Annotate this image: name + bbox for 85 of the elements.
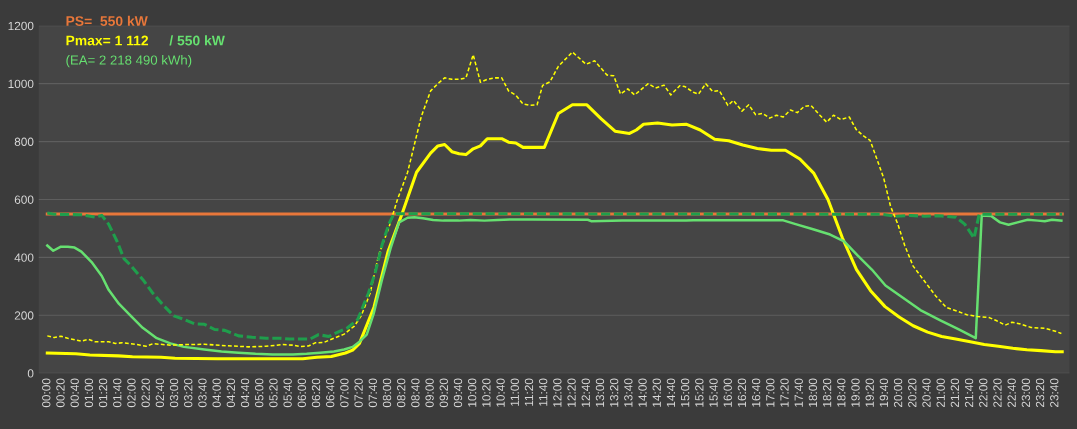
x-tick-label: 20:00	[893, 378, 903, 408]
x-tick-label: 11:40	[538, 378, 548, 406]
x-tick-label: 06:20	[311, 378, 321, 408]
x-tick-label: 02:20	[141, 378, 150, 408]
x-tick-label: 00:40	[70, 378, 79, 408]
text: / 550 kW	[169, 35, 225, 46]
y-tick-label: 200	[14, 311, 34, 320]
x-tick-label: 02:00	[127, 378, 136, 408]
x-tick-label: 18:40	[837, 378, 846, 407]
y-tick-label: 0	[27, 369, 34, 378]
x-tick-label: 12:20	[567, 378, 576, 407]
x-tick-label: 21:00	[936, 378, 945, 408]
x-tick-label: 13:00	[595, 378, 605, 407]
x-tick-label: 16:20	[737, 378, 747, 407]
x-tick-label: 06:00	[297, 378, 306, 408]
x-tick-label: 17:00	[766, 378, 775, 407]
x-tick-label: 03:40	[198, 378, 207, 408]
x-tick-label: 00:20	[56, 378, 65, 408]
x-tick-label: 09:40	[453, 378, 463, 408]
annotation: (EA= 2 218 490 kWh)	[66, 55, 192, 68]
x-tick-label: 22:00	[979, 378, 988, 408]
x-tick-label: 00:00	[42, 378, 51, 408]
x-tick-label: 13:20	[609, 378, 619, 407]
x-tick-label: 16:40	[751, 378, 761, 407]
x-tick-label: 14:20	[652, 378, 661, 407]
line-series	[45, 103, 1064, 361]
x-tick-label: 18:20	[822, 378, 832, 407]
text: Pmax= 1 112	[66, 35, 149, 46]
text: PS= 550 kW	[66, 15, 148, 26]
x-tick-label: 01:40	[113, 378, 122, 408]
x-tick-label: 20:20	[908, 378, 917, 408]
x-tick-label: 03:00	[169, 378, 179, 408]
x-tick-label: 15:20	[695, 378, 704, 407]
x-tick-label: 19:40	[879, 378, 889, 407]
x-tick-label: 17:40	[794, 378, 803, 407]
y-tick-label: 1000	[8, 79, 34, 89]
x-tick-label: 01:20	[98, 378, 108, 408]
x-tick-label: 13:40	[624, 378, 633, 407]
x-tick-label: 14:00	[638, 378, 647, 407]
x-tick-label: 19:00	[851, 378, 860, 407]
x-tick-label: 11:00	[510, 378, 519, 406]
x-tick-label: 12:00	[553, 378, 562, 407]
x-tick-label: 08:00	[382, 378, 392, 408]
x-tick-label: 04:00	[212, 378, 221, 408]
x-tick-label: 12:40	[581, 378, 590, 407]
x-tick-label: 05:00	[255, 378, 264, 408]
x-tick-label: 08:20	[397, 378, 406, 408]
x-tick-label: 21:40	[964, 378, 974, 408]
x-tick-label: 09:00	[425, 378, 434, 408]
x-tick-label: 14:40	[666, 378, 676, 407]
x-tick-label: 05:20	[269, 378, 278, 408]
y-tick-label: 1200	[8, 21, 34, 31]
x-tick-label: 10:20	[482, 378, 491, 407]
x-tick-label: 07:40	[368, 378, 377, 408]
x-tick-label: 10:40	[496, 378, 505, 407]
x-tick-label: 07:20	[354, 378, 363, 408]
x-tick-label: 06:40	[326, 378, 335, 408]
x-tick-label: 19:20	[865, 378, 874, 407]
x-tick-label: 21:20	[950, 378, 960, 408]
y-tick-label: 800	[14, 137, 34, 146]
x-tick-label: 10:00	[468, 378, 477, 407]
x-tick-label: 08:40	[411, 378, 420, 408]
x-tick-label: 07:00	[340, 378, 349, 408]
x-tick-label: 20:40	[922, 378, 931, 408]
x-tick-label: 23:20	[1035, 378, 1045, 408]
x-tick-label: 15:00	[680, 378, 690, 407]
x-tick-label: 03:20	[184, 378, 193, 408]
x-tick-label: 02:40	[155, 378, 165, 408]
x-tick-label: 18:00	[808, 378, 818, 407]
y-tick-label: 600	[14, 195, 34, 204]
x-tick-label: 23:40	[1050, 378, 1059, 408]
x-tick-label: 11:20	[524, 378, 534, 406]
x-tick-label: 17:20	[780, 378, 789, 407]
line-series	[46, 51, 1063, 348]
x-tick-label: 23:00	[1021, 378, 1031, 408]
x-tick-label: 22:40	[1007, 378, 1016, 408]
x-tick-label: 04:40	[240, 378, 250, 408]
y-tick-label: 400	[14, 253, 34, 262]
x-tick-label: 09:20	[439, 378, 448, 408]
x-tick-label: 04:20	[226, 378, 236, 408]
x-tick-label: 16:00	[723, 378, 732, 407]
x-tick-label: 22:20	[993, 378, 1002, 408]
x-tick-label: 01:00	[84, 378, 94, 408]
x-tick-label: 05:40	[283, 378, 292, 408]
x-tick-label: 15:40	[709, 378, 718, 407]
